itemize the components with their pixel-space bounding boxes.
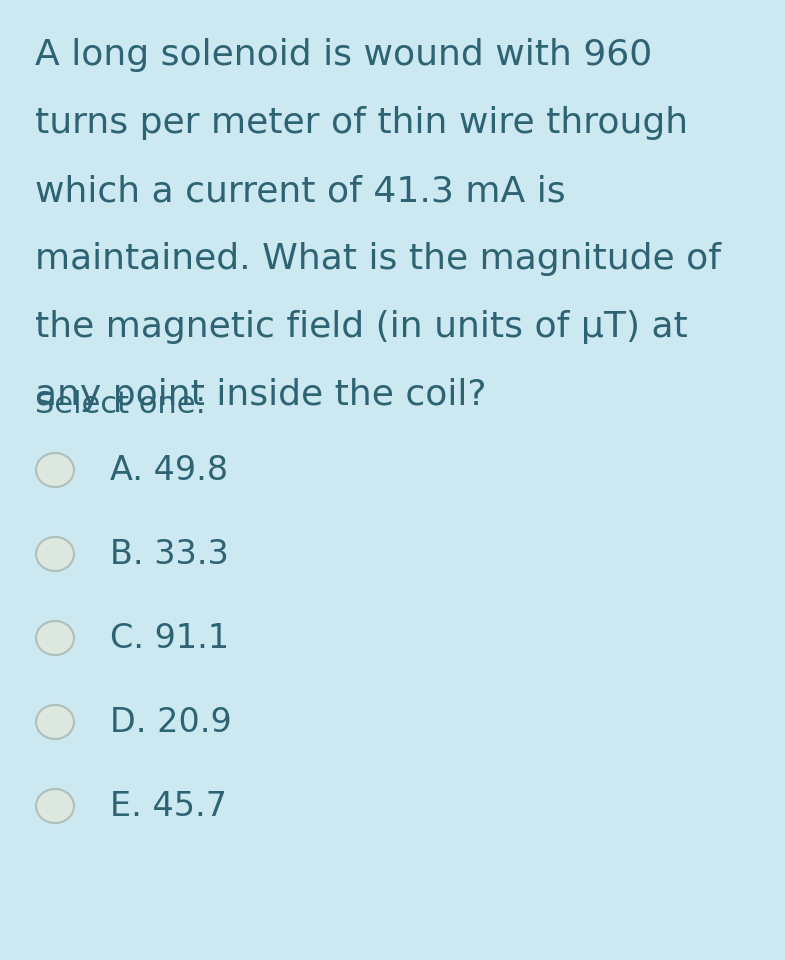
Text: Select one:: Select one:: [35, 390, 206, 419]
Text: which a current of 41.3 mA is: which a current of 41.3 mA is: [35, 174, 566, 208]
Text: E. 45.7: E. 45.7: [110, 789, 227, 823]
Text: C. 91.1: C. 91.1: [110, 621, 229, 655]
Ellipse shape: [36, 789, 74, 823]
Ellipse shape: [36, 621, 74, 655]
Text: D. 20.9: D. 20.9: [110, 706, 232, 738]
Text: A. 49.8: A. 49.8: [110, 453, 228, 487]
Text: the magnetic field (in units of μT) at: the magnetic field (in units of μT) at: [35, 310, 688, 344]
Text: turns per meter of thin wire through: turns per meter of thin wire through: [35, 106, 688, 140]
Text: B. 33.3: B. 33.3: [110, 538, 228, 570]
Ellipse shape: [36, 537, 74, 571]
Ellipse shape: [36, 453, 74, 487]
Text: A long solenoid is wound with 960: A long solenoid is wound with 960: [35, 38, 652, 72]
Text: maintained. What is the magnitude of: maintained. What is the magnitude of: [35, 242, 721, 276]
Ellipse shape: [36, 705, 74, 739]
Text: any point inside the coil?: any point inside the coil?: [35, 378, 487, 412]
